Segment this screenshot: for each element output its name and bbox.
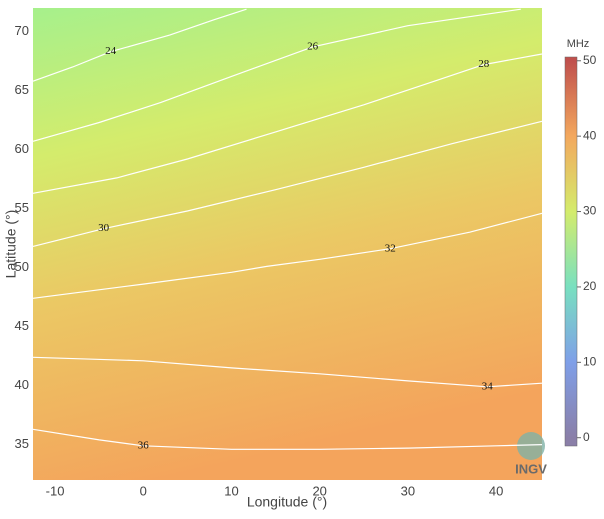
- contour-label: 26: [307, 40, 319, 52]
- contour-label: 36: [138, 439, 150, 451]
- y-tick-label: 40: [15, 377, 29, 392]
- x-tick-label: 30: [401, 483, 415, 498]
- contour-line: [32, 8, 521, 142]
- y-tick-label: 60: [15, 141, 29, 156]
- contour-line: [32, 428, 543, 450]
- contour-line: [32, 356, 543, 388]
- colorbar-tick-label: 30: [583, 204, 597, 218]
- colorbar-tick-label: 0: [583, 430, 590, 444]
- y-tick-label: 70: [15, 23, 29, 38]
- colorbar-tick-label: 10: [583, 354, 597, 368]
- y-tick-label: 50: [15, 259, 29, 274]
- contour-label: 24: [105, 45, 117, 57]
- field: [33, 8, 542, 480]
- colorbar: [564, 56, 578, 447]
- x-tick-label: -10: [46, 483, 65, 498]
- y-tick-label: 65: [15, 82, 29, 97]
- contour-label: 34: [482, 380, 494, 392]
- y-tick-label: 35: [15, 436, 29, 451]
- contour-label: 30: [98, 222, 110, 234]
- contour-line: [32, 8, 247, 82]
- contour-line: [32, 120, 543, 247]
- x-tick-label: 40: [489, 483, 503, 498]
- y-tick-label: 45: [15, 318, 29, 333]
- x-tick-label: 0: [140, 483, 147, 498]
- contour-label: 28: [478, 58, 490, 70]
- colorbar-tick-label: 20: [583, 279, 597, 293]
- y-tick-label: 55: [15, 200, 29, 215]
- logo-globe: [517, 432, 545, 460]
- contour-line: [32, 53, 543, 194]
- contour-line: [32, 212, 543, 299]
- x-tick-label: 10: [224, 483, 238, 498]
- colorbar-tick-label: 50: [583, 53, 597, 67]
- contour-label: 32: [385, 242, 396, 254]
- colorbar-title: MHz: [567, 38, 590, 50]
- logo-text: INGV: [515, 461, 547, 476]
- y-axis-title: Latitude (°): [3, 210, 19, 279]
- x-tick-label: 20: [312, 483, 326, 498]
- colorbar-tick-label: 40: [583, 128, 597, 142]
- x-axis-title: Longitude (°): [247, 494, 327, 510]
